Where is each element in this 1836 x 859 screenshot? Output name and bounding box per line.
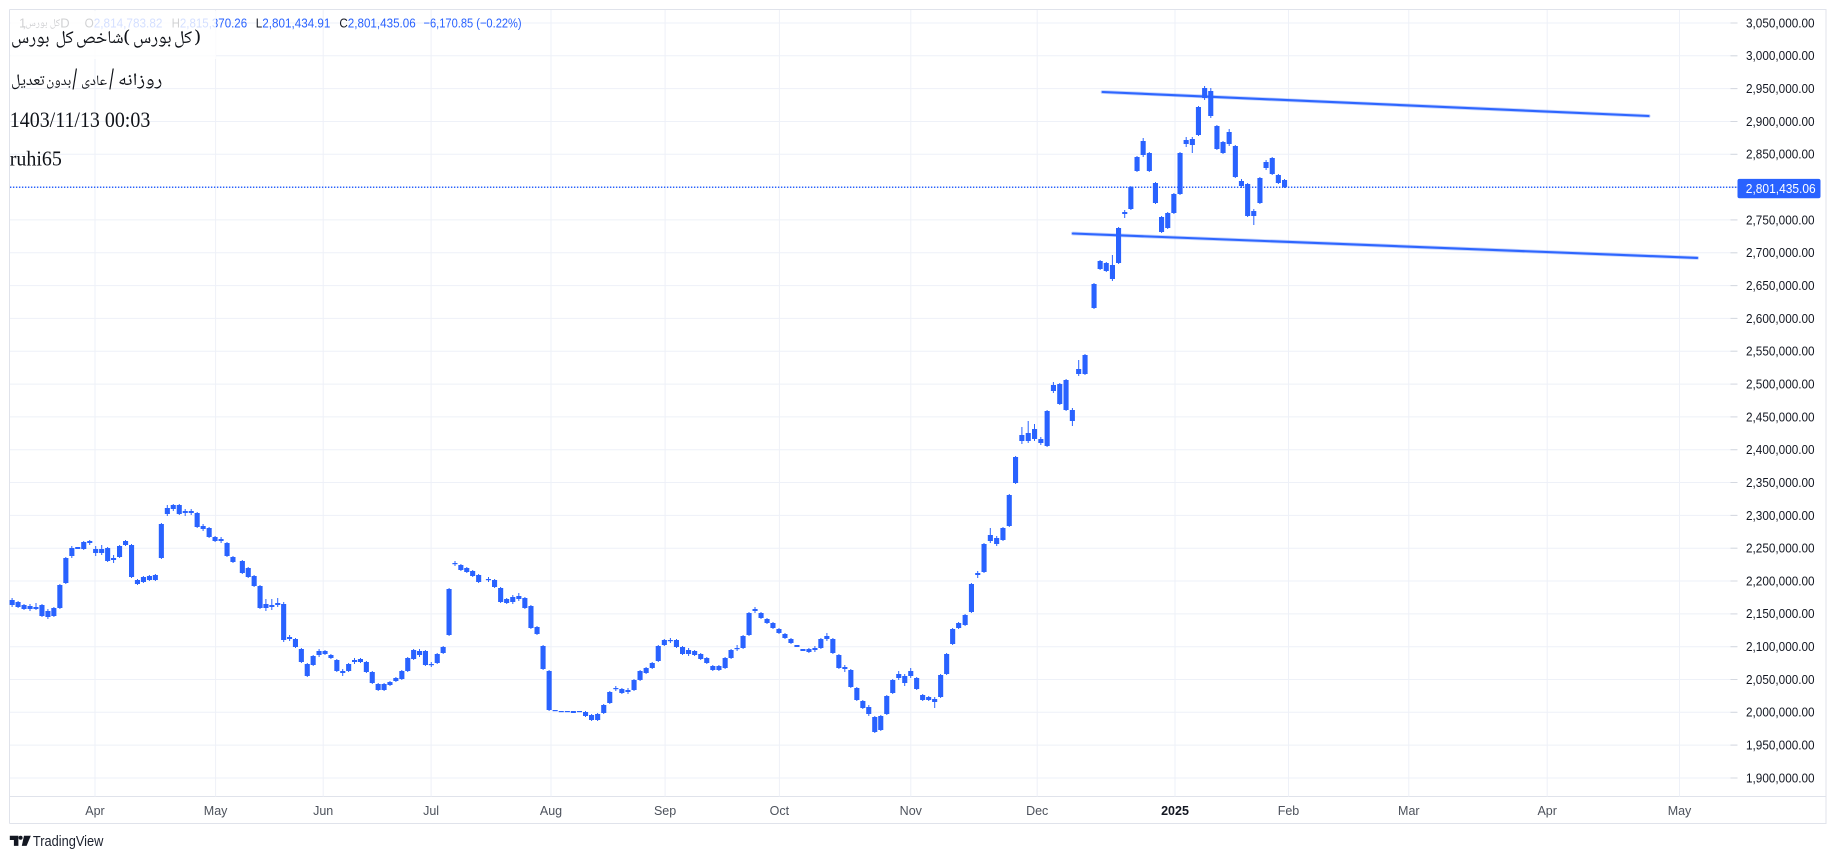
svg-text:2,900,000.00: 2,900,000.00 [1746, 115, 1815, 129]
svg-text:Apr: Apr [1537, 804, 1556, 818]
svg-text:2,650,000.00: 2,650,000.00 [1746, 279, 1815, 293]
svg-text:2,500,000.00: 2,500,000.00 [1746, 378, 1815, 392]
svg-text:2,700,000.00: 2,700,000.00 [1746, 246, 1815, 260]
svg-text:2,200,000.00: 2,200,000.00 [1746, 574, 1815, 588]
svg-text:2,150,000.00: 2,150,000.00 [1746, 607, 1815, 621]
svg-text:2,750,000.00: 2,750,000.00 [1746, 213, 1815, 227]
svg-text:L2,801,434.91: L2,801,434.91 [256, 16, 331, 31]
svg-text:2,850,000.00: 2,850,000.00 [1746, 148, 1815, 162]
svg-text:TradingView: TradingView [33, 833, 104, 850]
svg-text:Jul: Jul [423, 804, 439, 818]
svg-text:Feb: Feb [1278, 804, 1300, 818]
svg-text:May: May [204, 804, 228, 818]
svg-text:2,801,435.06: 2,801,435.06 [1746, 182, 1816, 196]
svg-text:Oct: Oct [770, 804, 790, 818]
svg-text:2,600,000.00: 2,600,000.00 [1746, 312, 1815, 326]
svg-text:Apr: Apr [85, 804, 104, 818]
svg-text:−6,170.85 (−0.22%): −6,170.85 (−0.22%) [424, 16, 522, 31]
svg-text:C2,801,435.06: C2,801,435.06 [339, 16, 415, 31]
svg-text:2,000,000.00: 2,000,000.00 [1746, 706, 1815, 720]
svg-text:2,100,000.00: 2,100,000.00 [1746, 640, 1815, 654]
svg-text:Jun: Jun [313, 804, 333, 818]
svg-text:Mar: Mar [1398, 804, 1420, 818]
svg-text:2,950,000.00: 2,950,000.00 [1746, 82, 1815, 96]
svg-text:1403/11/13 00:03: 1403/11/13 00:03 [10, 107, 151, 132]
svg-text:1,900,000.00: 1,900,000.00 [1746, 771, 1815, 785]
svg-text:ruhi65: ruhi65 [10, 147, 62, 171]
svg-text:2025: 2025 [1161, 804, 1189, 818]
svg-text:Sep: Sep [654, 804, 676, 818]
svg-text:3,000,000.00: 3,000,000.00 [1746, 49, 1815, 63]
svg-text:1,950,000.00: 1,950,000.00 [1746, 739, 1815, 753]
svg-text:May: May [1668, 804, 1692, 818]
svg-text:2,400,000.00: 2,400,000.00 [1746, 443, 1815, 457]
svg-text:Aug: Aug [540, 804, 562, 818]
svg-text:2,450,000.00: 2,450,000.00 [1746, 410, 1815, 424]
svg-text:2,350,000.00: 2,350,000.00 [1746, 476, 1815, 490]
svg-text:2,550,000.00: 2,550,000.00 [1746, 345, 1815, 359]
svg-text:2,250,000.00: 2,250,000.00 [1746, 542, 1815, 556]
svg-text:Dec: Dec [1026, 804, 1048, 818]
svg-text:Nov: Nov [900, 804, 923, 818]
svg-text:3,050,000.00: 3,050,000.00 [1746, 16, 1815, 30]
svg-text:2,300,000.00: 2,300,000.00 [1746, 509, 1815, 523]
svg-text:2,050,000.00: 2,050,000.00 [1746, 673, 1815, 687]
